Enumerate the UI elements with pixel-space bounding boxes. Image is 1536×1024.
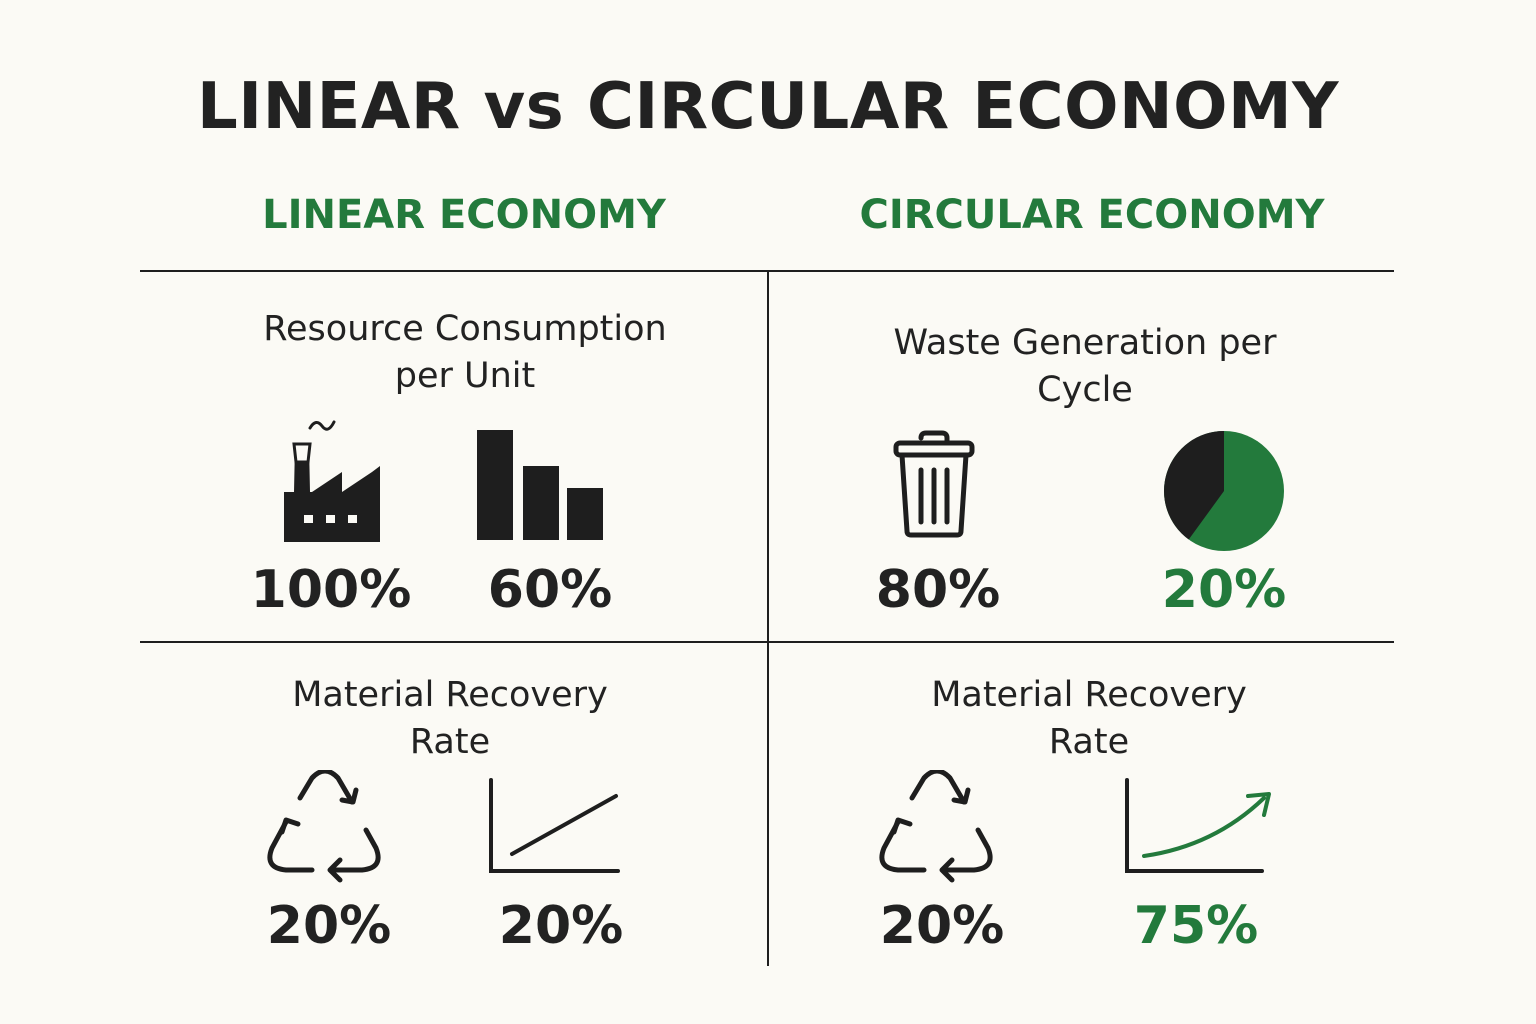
circular-material-recovery-value-2: 75% [1133, 896, 1259, 956]
linear-material-recovery-title-line1: Material Recovery [292, 675, 608, 715]
pie-chart-icon [1163, 430, 1285, 552]
resource-consumption-value-1: 100% [250, 560, 412, 620]
resource-consumption-value-2: 60% [487, 560, 613, 620]
circular-material-recovery-title-line2: Rate [1048, 722, 1130, 762]
circular-material-recovery-title-line1: Material Recovery [931, 675, 1247, 715]
trash-can-icon [893, 430, 975, 538]
linear-economy-heading: LINEAR ECONOMY [262, 192, 666, 238]
recycle-icon [266, 770, 384, 886]
resource-consumption-title-line1: Resource Consumption [263, 309, 667, 349]
circular-material-recovery-value-1: 20% [879, 896, 1005, 956]
page-title: LINEAR vs CIRCULAR ECONOMY [196, 70, 1340, 144]
waste-generation-value-1: 80% [875, 560, 1001, 620]
rising-curve-chart-icon [1124, 778, 1272, 874]
recycle-icon [878, 770, 996, 886]
linear-material-recovery-value-2: 20% [498, 896, 624, 956]
waste-generation-title-line1: Waste Generation per [893, 323, 1277, 363]
linear-material-recovery-title-line2: Rate [409, 722, 491, 762]
vertical-divider [767, 272, 769, 966]
circular-material-recovery-title: Material Recovery Rate [784, 672, 1394, 766]
linear-material-recovery-title: Material Recovery Rate [145, 672, 755, 766]
top-divider [140, 270, 1394, 272]
waste-generation-title-line2: Cycle [1037, 370, 1133, 410]
circular-economy-heading: CIRCULAR ECONOMY [859, 192, 1325, 238]
line-chart-icon [488, 778, 620, 874]
waste-generation-value-2: 20% [1161, 560, 1287, 620]
factory-icon [280, 418, 384, 542]
resource-consumption-title-line2: per Unit [394, 356, 536, 396]
waste-generation-title: Waste Generation per Cycle [780, 320, 1390, 414]
bar-chart-icon [477, 430, 603, 542]
resource-consumption-title: Resource Consumption per Unit [160, 306, 770, 400]
linear-material-recovery-value-1: 20% [266, 896, 392, 956]
